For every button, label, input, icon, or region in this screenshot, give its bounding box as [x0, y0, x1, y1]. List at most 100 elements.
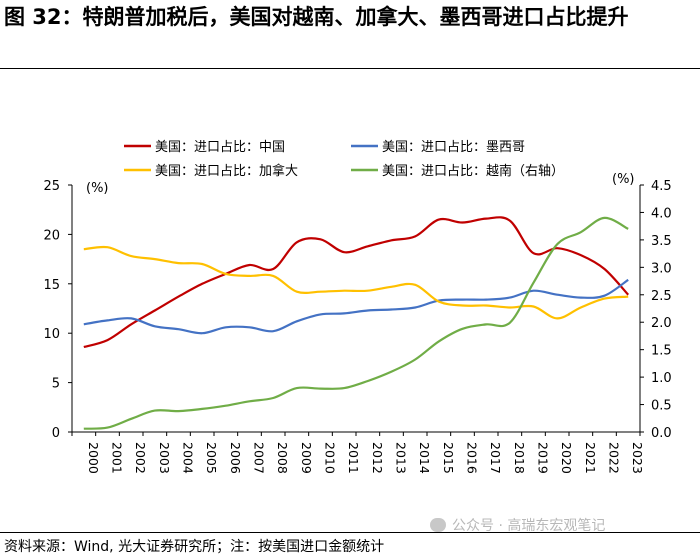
data-point [320, 238, 322, 240]
data-point [154, 258, 156, 260]
data-point [178, 296, 180, 298]
data-point [391, 239, 393, 241]
wechat-icon [430, 518, 446, 532]
x-tick-label: 2004 [181, 442, 196, 474]
x-tick-label: 2009 [299, 442, 314, 474]
x-tick-label: 2022 [607, 442, 622, 474]
y-right-axis-unit: (%) [612, 172, 635, 187]
data-point [604, 217, 606, 219]
data-point [343, 312, 345, 314]
data-point [627, 296, 629, 298]
data-point [485, 218, 487, 220]
data-point [296, 291, 298, 293]
y-axis-unit: (%) [86, 181, 109, 196]
y-right-tick-label: 4.5 [651, 179, 672, 194]
data-point [556, 243, 558, 245]
y-right-tick-label: 1.0 [651, 371, 672, 386]
series-line [83, 278, 629, 335]
data-point [107, 427, 109, 429]
data-point [367, 245, 369, 247]
data-point [580, 297, 582, 299]
data-point [154, 410, 156, 412]
footer-divider [0, 532, 700, 533]
data-point [107, 339, 109, 341]
data-point [509, 307, 511, 309]
y-tick-label: 0 [52, 426, 60, 441]
x-tick-label: 2016 [465, 442, 480, 474]
data-point [201, 283, 203, 285]
y-right-tick-label: 2.5 [651, 289, 672, 304]
data-point [178, 328, 180, 330]
data-point [272, 397, 274, 399]
x-tick-label: 2012 [370, 442, 385, 474]
data-point [343, 387, 345, 389]
x-tick-label: 2020 [559, 442, 574, 474]
y-right-tick-label: 1.5 [651, 344, 672, 359]
y-tick-label: 15 [43, 278, 60, 293]
data-point [556, 317, 558, 319]
x-tick-label: 2007 [252, 442, 267, 474]
x-tick-label: 2005 [204, 442, 219, 474]
data-point [83, 346, 85, 348]
data-point [462, 328, 464, 330]
y-right-tick-label: 0.5 [651, 399, 672, 414]
data-point [154, 310, 156, 312]
y-right-tick-label: 2.0 [651, 316, 672, 331]
x-tick-label: 2006 [228, 442, 243, 474]
data-point [272, 268, 274, 270]
data-point [556, 247, 558, 249]
data-point [107, 246, 109, 248]
data-point [414, 307, 416, 309]
data-point [296, 241, 298, 243]
data-point [462, 305, 464, 307]
data-point [391, 309, 393, 311]
data-point [201, 332, 203, 334]
data-point [462, 222, 464, 224]
data-point [178, 262, 180, 264]
legend-label: 美国：进口占比：中国 [155, 140, 285, 155]
data-point [296, 320, 298, 322]
y-tick-label: 5 [52, 377, 60, 392]
data-point [296, 387, 298, 389]
data-point [414, 284, 416, 286]
chart-title: 图 32：特朗普加税后，美国对越南、加拿大、墨西哥进口占比提升 [4, 5, 629, 29]
title-divider [0, 68, 700, 69]
x-tick-label: 2017 [488, 442, 503, 474]
data-point [391, 286, 393, 288]
x-tick-label: 2019 [536, 442, 551, 474]
data-point [367, 290, 369, 292]
data-point [343, 290, 345, 292]
x-tick-label: 2002 [133, 442, 148, 474]
y-tick-label: 25 [43, 179, 60, 194]
x-tick-label: 2010 [323, 442, 338, 474]
data-point [485, 323, 487, 325]
axes: 0 5 10 15 20 25 0.0 0.5 1.0 1.5 2.0 2.5 3.0 3.5 4.0 4.5… [43, 172, 671, 474]
data-point [485, 299, 487, 301]
data-point [367, 380, 369, 382]
watermark-text: 公众号 · 高瑞东宏观笔记 [452, 518, 606, 534]
data-point [249, 275, 251, 277]
legend-label: 美国：进口占比：加拿大 [155, 163, 298, 179]
data-point [604, 268, 606, 270]
data-point [225, 405, 227, 407]
data-point [627, 228, 629, 230]
data-point [533, 252, 535, 254]
data-point [320, 388, 322, 390]
data-point [249, 264, 251, 266]
data-point [556, 294, 558, 296]
x-tick-label: 2015 [441, 442, 456, 474]
data-point [130, 418, 132, 420]
data-point [154, 325, 156, 327]
data-point [509, 322, 511, 324]
source-note: 资料来源：Wind, 光大证券研究所；注：按美国进口金额统计 [4, 539, 385, 555]
data-point [604, 295, 606, 297]
y-right-tick-label: 0.0 [651, 426, 672, 441]
y-right-tick-label: 4.0 [651, 206, 672, 221]
data-point [272, 330, 274, 332]
data-point [178, 410, 180, 412]
data-point [604, 298, 606, 300]
data-point [272, 275, 274, 277]
data-point [438, 301, 440, 303]
data-point [130, 255, 132, 257]
